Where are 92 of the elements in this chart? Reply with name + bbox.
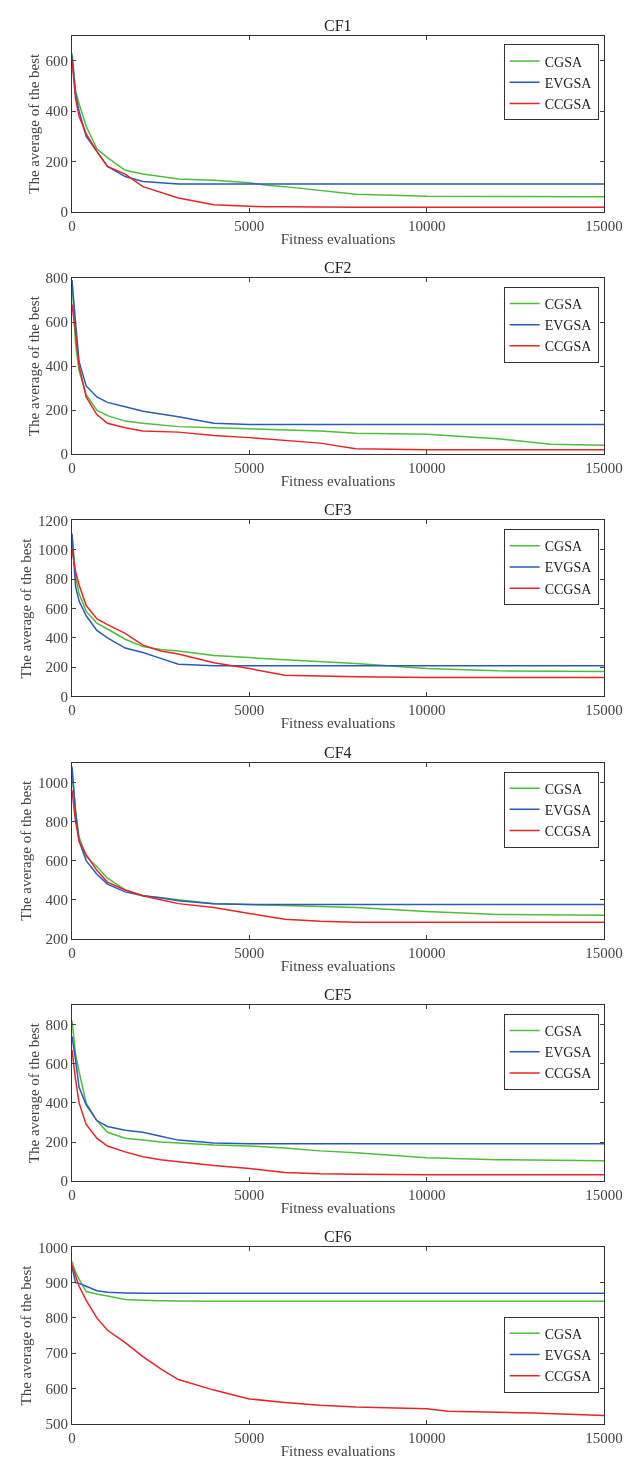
y-tick-label: 0 — [60, 688, 68, 705]
chart-title: CF3 — [324, 501, 352, 518]
y-tick-label: 600 — [45, 53, 68, 70]
legend-label: CGSA — [544, 781, 583, 797]
y-tick-label: 700 — [45, 1345, 68, 1362]
legend-label: EVGSA — [544, 1045, 593, 1061]
legend-label: CGSA — [544, 54, 583, 70]
x-tick-label: 15000 — [585, 217, 623, 234]
y-tick-label: 600 — [45, 1380, 68, 1397]
y-tick-label: 800 — [45, 813, 68, 830]
legend-label: CGSA — [544, 296, 583, 312]
y-tick-label: 800 — [45, 1016, 68, 1033]
chart-title: CF5 — [324, 986, 352, 1003]
chart-title: CF4 — [324, 744, 352, 761]
y-tick-label: 200 — [45, 1134, 68, 1151]
x-tick-label: 10000 — [407, 460, 446, 477]
y-axis-title: The average of the best — [18, 1264, 35, 1406]
y-tick-label: 0 — [60, 446, 68, 463]
x-tick-label: 5000 — [234, 1429, 265, 1446]
x-tick-label: 10000 — [407, 1187, 446, 1204]
y-axis-title: The average of the best — [25, 295, 42, 437]
x-tick-label: 10000 — [407, 217, 446, 234]
y-tick-label: 600 — [45, 852, 68, 869]
y-tick-label: 1000 — [38, 774, 68, 791]
legend-label: EVGSA — [544, 318, 593, 334]
y-axis-title: The average of the best — [18, 780, 35, 921]
chart-title: CF6 — [324, 1228, 352, 1245]
legend-label: CCGSA — [544, 1369, 593, 1385]
y-tick-label: 0 — [60, 204, 68, 221]
x-tick-label: 10000 — [407, 702, 446, 719]
legend-label: CGSA — [544, 1023, 583, 1039]
x-tick-label: 15000 — [585, 944, 623, 961]
line-series — [72, 1264, 604, 1417]
y-tick-label: 1200 — [38, 512, 68, 529]
y-tick-label: 400 — [45, 103, 68, 120]
x-tick-label: 5000 — [234, 702, 265, 719]
y-tick-label: 400 — [45, 630, 68, 647]
y-tick-label: 200 — [45, 402, 68, 419]
x-tick-label: 15000 — [585, 1187, 623, 1204]
y-tick-label: 900 — [45, 1274, 68, 1291]
line-series — [72, 1020, 604, 1162]
line-series — [72, 1035, 604, 1145]
legend-label: CCGSA — [544, 824, 593, 840]
legend-label: CGSA — [544, 539, 583, 555]
x-tick-label: 10000 — [407, 1429, 446, 1446]
legend-label: CCGSA — [544, 96, 593, 112]
y-tick-label: 800 — [45, 1310, 68, 1327]
y-tick-label: 600 — [45, 1056, 68, 1073]
x-axis-title: Fitness evaluations — [280, 1442, 396, 1459]
y-tick-label: 800 — [45, 270, 68, 287]
y-tick-label: 200 — [45, 931, 68, 948]
y-axis-title: The average of the best — [25, 52, 42, 194]
x-axis-title: Fitness evaluations — [280, 957, 396, 974]
y-tick-label: 500 — [45, 1415, 68, 1432]
x-tick-label: 15000 — [585, 460, 623, 477]
x-tick-label: 10000 — [407, 944, 446, 961]
y-axis-title: The average of the best — [25, 1022, 42, 1164]
y-tick-label: 400 — [45, 358, 68, 375]
y-tick-label: 400 — [45, 891, 68, 908]
y-tick-label: 200 — [45, 153, 68, 170]
y-axis-title: The average of the best — [18, 537, 35, 679]
x-axis-title: Fitness evaluations — [280, 715, 396, 732]
y-tick-label: 400 — [45, 1095, 68, 1112]
chart-title: CF1 — [324, 17, 352, 34]
line-series — [72, 1266, 604, 1295]
y-tick-label: 0 — [60, 1173, 68, 1190]
x-axis-title: Fitness evaluations — [280, 473, 396, 490]
legend-label: CCGSA — [544, 581, 593, 597]
y-tick-label: 600 — [45, 600, 68, 617]
x-tick-label: 15000 — [585, 702, 623, 719]
chart-title: CF2 — [324, 259, 352, 276]
legend-label: CCGSA — [544, 1066, 593, 1082]
legend-label: EVGSA — [544, 75, 593, 91]
x-axis-title: Fitness evaluations — [280, 230, 396, 247]
y-tick-label: 1000 — [38, 1239, 68, 1256]
y-tick-label: 1000 — [38, 542, 68, 559]
x-axis-title: Fitness evaluations — [280, 1200, 396, 1217]
x-tick-label: 5000 — [234, 460, 265, 477]
legend-label: CGSA — [544, 1326, 583, 1342]
x-tick-label: 5000 — [234, 944, 265, 961]
legend-label: CCGSA — [544, 339, 593, 355]
x-tick-label: 5000 — [234, 217, 265, 234]
legend-label: EVGSA — [544, 802, 593, 818]
legend-label: EVGSA — [544, 560, 593, 576]
y-tick-label: 600 — [45, 314, 68, 331]
legend-label: EVGSA — [544, 1348, 593, 1364]
x-tick-label: 5000 — [234, 1187, 265, 1204]
x-tick-label: 15000 — [585, 1429, 623, 1446]
line-series — [72, 1049, 604, 1176]
y-tick-label: 200 — [45, 659, 68, 676]
y-tick-label: 800 — [45, 571, 68, 588]
line-series — [72, 1260, 604, 1303]
